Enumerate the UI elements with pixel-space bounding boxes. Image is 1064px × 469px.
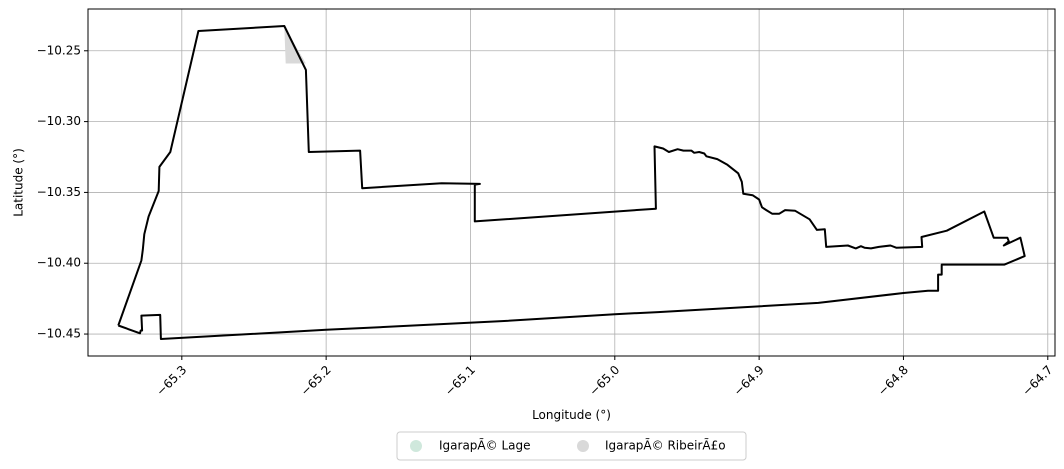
y-tick-label: −10.35 xyxy=(37,185,81,199)
boundary-layer xyxy=(118,26,1024,339)
y-tick-label: −10.40 xyxy=(37,256,81,270)
y-tick-label: −10.25 xyxy=(37,43,81,57)
x-tick-label: −64.9 xyxy=(731,363,767,399)
legend-marker-ribeirao xyxy=(577,440,589,452)
x-tick-label: −64.8 xyxy=(875,363,911,399)
legend: IgarapÃ© Lage IgarapÃ© RibeirÃ£o xyxy=(397,432,746,460)
y-axis-label: Latitude (°) xyxy=(12,148,26,217)
x-axis-label: Longitude (°) xyxy=(532,408,611,422)
x-tick-label: −65.1 xyxy=(442,363,478,399)
x-axis-ticks: −65.3 −65.2 −65.1 −65.0 −64.9 −64.8 −64.7 xyxy=(154,356,1056,399)
y-axis-ticks: −10.25 −10.30 −10.35 −10.40 −10.45 xyxy=(37,43,88,340)
x-tick-label: −65.3 xyxy=(154,363,190,399)
x-tick-label: −64.7 xyxy=(1019,363,1055,399)
legend-label-lage: IgarapÃ© Lage xyxy=(439,438,530,453)
x-tick-label: −65.2 xyxy=(298,363,334,399)
x-tick-label: −65.0 xyxy=(586,363,622,399)
legend-label-ribeirao: IgarapÃ© RibeirÃ£o xyxy=(605,438,726,453)
plot-frame xyxy=(88,9,1055,356)
y-tick-label: −10.45 xyxy=(37,327,81,341)
boundary-outline xyxy=(118,26,1024,339)
legend-marker-lage xyxy=(410,440,422,452)
y-tick-label: −10.30 xyxy=(37,114,81,128)
gridlines xyxy=(88,9,1055,356)
